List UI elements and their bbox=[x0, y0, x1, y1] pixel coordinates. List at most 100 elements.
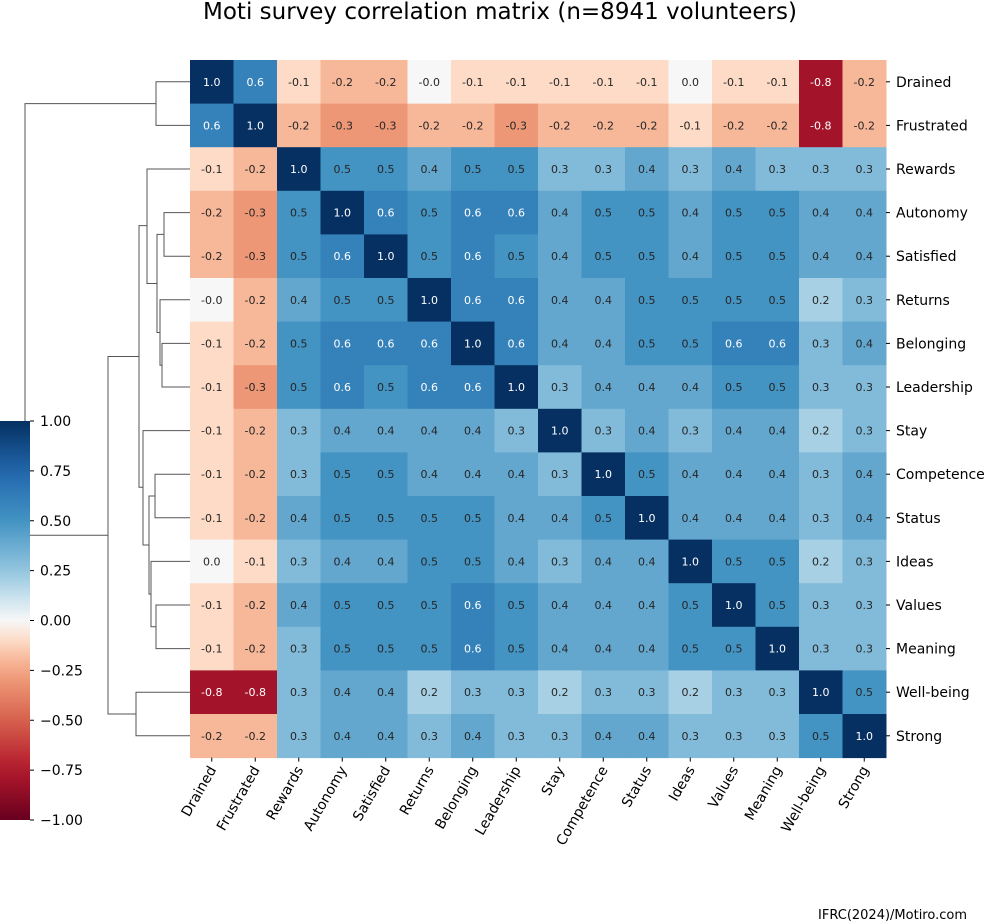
cell-value-label: 0.4 bbox=[421, 468, 439, 481]
cell-value-label: 0.4 bbox=[638, 599, 656, 612]
cell-value-label: 0.5 bbox=[377, 643, 395, 656]
cell-value-label: 0.3 bbox=[769, 686, 787, 699]
cell-value-label: -0.2 bbox=[375, 76, 396, 89]
dendrogram-branch bbox=[146, 168, 190, 284]
cell-value-label: 0.4 bbox=[464, 425, 482, 438]
heatmap-cell bbox=[364, 365, 408, 410]
cell-value-label: -0.3 bbox=[245, 250, 266, 263]
cell-value-label: 1.0 bbox=[595, 468, 613, 481]
cell-value-label: -0.1 bbox=[723, 76, 744, 89]
heatmap-cell bbox=[799, 714, 843, 759]
heatmap-cell bbox=[799, 670, 843, 715]
heatmap-cell bbox=[581, 365, 626, 410]
heatmap-cell bbox=[668, 321, 713, 366]
cell-value-label: 0.5 bbox=[508, 643, 526, 656]
cell-value-label: 0.3 bbox=[812, 512, 830, 525]
heatmap-cell bbox=[364, 103, 408, 148]
colorbar-tick-label: 0.00 bbox=[40, 614, 71, 630]
cell-value-label: 0.3 bbox=[551, 555, 569, 568]
heatmap-cell bbox=[320, 60, 365, 105]
heatmap-cell bbox=[755, 321, 800, 366]
heatmap-cell bbox=[277, 539, 321, 584]
cell-value-label: 0.5 bbox=[421, 555, 439, 568]
heatmap-cell bbox=[842, 321, 887, 366]
heatmap-cell bbox=[581, 670, 626, 715]
cell-value-label: 0.4 bbox=[595, 599, 613, 612]
heatmap-cell bbox=[581, 278, 626, 323]
heatmap-cell bbox=[320, 626, 365, 671]
heatmap-cell bbox=[538, 714, 582, 759]
cell-value-label: -0.3 bbox=[245, 381, 266, 394]
source-credit: IFRC(2024)/Motiro.com bbox=[818, 908, 967, 923]
heatmap-cell bbox=[755, 714, 800, 759]
cell-value-label: -0.0 bbox=[201, 294, 222, 307]
heatmap-cell bbox=[712, 234, 756, 279]
cell-value-label: 0.5 bbox=[769, 207, 787, 220]
cell-value-label: 0.4 bbox=[421, 425, 439, 438]
heatmap-cell bbox=[712, 103, 756, 148]
heatmap-cell bbox=[190, 60, 234, 105]
colorbar-tick-label: 0.25 bbox=[40, 564, 71, 580]
cell-value-label: 0.3 bbox=[856, 163, 874, 176]
cell-value-label: 0.3 bbox=[595, 163, 613, 176]
cell-value-label: 0.3 bbox=[290, 730, 308, 743]
cell-value-label: 0.6 bbox=[464, 250, 482, 263]
cell-value-label: 0.5 bbox=[508, 599, 526, 612]
cell-value-label: 0.3 bbox=[508, 730, 526, 743]
row-label: Belonging bbox=[896, 336, 966, 352]
heatmap-cell bbox=[712, 408, 756, 453]
cell-value-label: 0.5 bbox=[725, 381, 743, 394]
cell-value-label: 0.4 bbox=[464, 730, 482, 743]
cell-value-label: 0.5 bbox=[638, 250, 656, 263]
heatmap-cell bbox=[407, 103, 452, 148]
cell-value-label: 0.3 bbox=[812, 163, 830, 176]
heatmap-cell bbox=[364, 147, 408, 192]
cell-value-label: 0.5 bbox=[638, 468, 656, 481]
column-label: Rewards bbox=[264, 764, 308, 823]
heatmap-cell bbox=[712, 670, 756, 715]
heatmap-cell bbox=[625, 321, 669, 366]
heatmap-cell bbox=[190, 190, 234, 235]
heatmap-cell bbox=[799, 60, 843, 105]
heatmap-cell bbox=[320, 103, 365, 148]
heatmap-cell bbox=[799, 626, 843, 671]
heatmap-cell bbox=[233, 583, 278, 628]
heatmap-cell bbox=[233, 60, 278, 105]
row-label: Drained bbox=[896, 75, 951, 91]
heatmap-cell bbox=[494, 103, 539, 148]
cell-value-label: 0.3 bbox=[464, 686, 482, 699]
heatmap-cell bbox=[668, 190, 713, 235]
cell-value-label: 0.4 bbox=[856, 250, 874, 263]
heatmap-cell bbox=[581, 60, 626, 105]
dendrogram-branch bbox=[135, 691, 190, 737]
cell-value-label: 0.4 bbox=[551, 207, 569, 220]
colorbar-tick-label: −0.75 bbox=[40, 763, 83, 779]
dendrogram-branch bbox=[159, 299, 190, 366]
column-label: Autonomy bbox=[301, 764, 351, 834]
cell-value-label: 0.5 bbox=[421, 643, 439, 656]
heatmap-cell bbox=[320, 278, 365, 323]
heatmap-cell bbox=[755, 278, 800, 323]
heatmap-cell bbox=[538, 365, 582, 410]
heatmap-cell bbox=[277, 626, 321, 671]
heatmap-cell bbox=[277, 583, 321, 628]
cell-value-label: 0.6 bbox=[464, 643, 482, 656]
heatmap-cell bbox=[233, 408, 278, 453]
row-label: Meaning bbox=[896, 642, 956, 658]
cell-value-label: 1.0 bbox=[682, 555, 700, 568]
heatmap-cell bbox=[712, 626, 756, 671]
cell-value-label: 0.5 bbox=[725, 643, 743, 656]
heatmap-cell bbox=[407, 496, 452, 541]
heatmap-cell bbox=[277, 496, 321, 541]
row-label: Leadership bbox=[896, 380, 973, 396]
heatmap-cell bbox=[190, 365, 234, 410]
heatmap-cell bbox=[581, 626, 626, 671]
heatmap-cell bbox=[277, 234, 321, 279]
cell-value-label: -0.0 bbox=[419, 76, 440, 89]
heatmap-cell bbox=[190, 539, 234, 584]
cell-value-label: 0.4 bbox=[551, 294, 569, 307]
cell-value-label: 0.6 bbox=[334, 250, 352, 263]
heatmap-cell bbox=[755, 147, 800, 192]
heatmap-cell bbox=[407, 539, 452, 584]
cell-value-label: 0.5 bbox=[769, 599, 787, 612]
